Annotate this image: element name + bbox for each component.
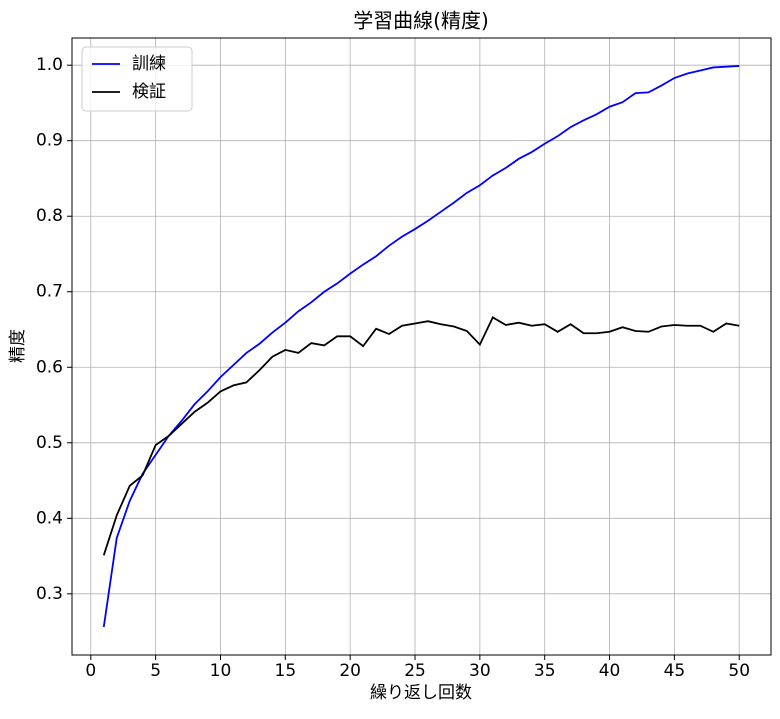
data-line (102, 316, 740, 556)
x-tick-label: 25 (404, 661, 426, 681)
legend-box (81, 46, 193, 112)
x-tick-label: 30 (469, 661, 491, 681)
x-tick-label: 5 (150, 661, 161, 681)
x-tick-label: 40 (599, 661, 621, 681)
legend-label: 検証 (132, 82, 166, 102)
x-tick-label: 20 (339, 661, 361, 681)
y-tick-label: 0.8 (36, 206, 63, 226)
x-tick-label: 35 (534, 661, 556, 681)
x-tick-label: 50 (728, 661, 750, 681)
x-tick-label: 15 (275, 661, 297, 681)
y-axis-label: 精度 (8, 329, 28, 363)
x-tick-label: 0 (85, 661, 96, 681)
x-tick-label: 45 (664, 661, 686, 681)
legend-label: 訓練 (132, 54, 166, 74)
x-tick-label: 10 (210, 661, 232, 681)
x-axis-label: 繰り返し回数 (370, 683, 472, 703)
y-tick-label: 0.6 (36, 357, 63, 377)
chart-title: 学習曲線(精度) (353, 9, 489, 33)
data-line (102, 65, 740, 628)
y-tick-label: 0.7 (36, 282, 63, 302)
y-tick-label: 0.9 (36, 131, 63, 151)
axes-frame (71, 37, 772, 656)
y-tick-label: 0.3 (36, 584, 63, 604)
y-tick-label: 1.0 (36, 55, 63, 75)
y-tick-label: 0.5 (36, 433, 63, 453)
y-tick-label: 0.4 (36, 508, 63, 528)
